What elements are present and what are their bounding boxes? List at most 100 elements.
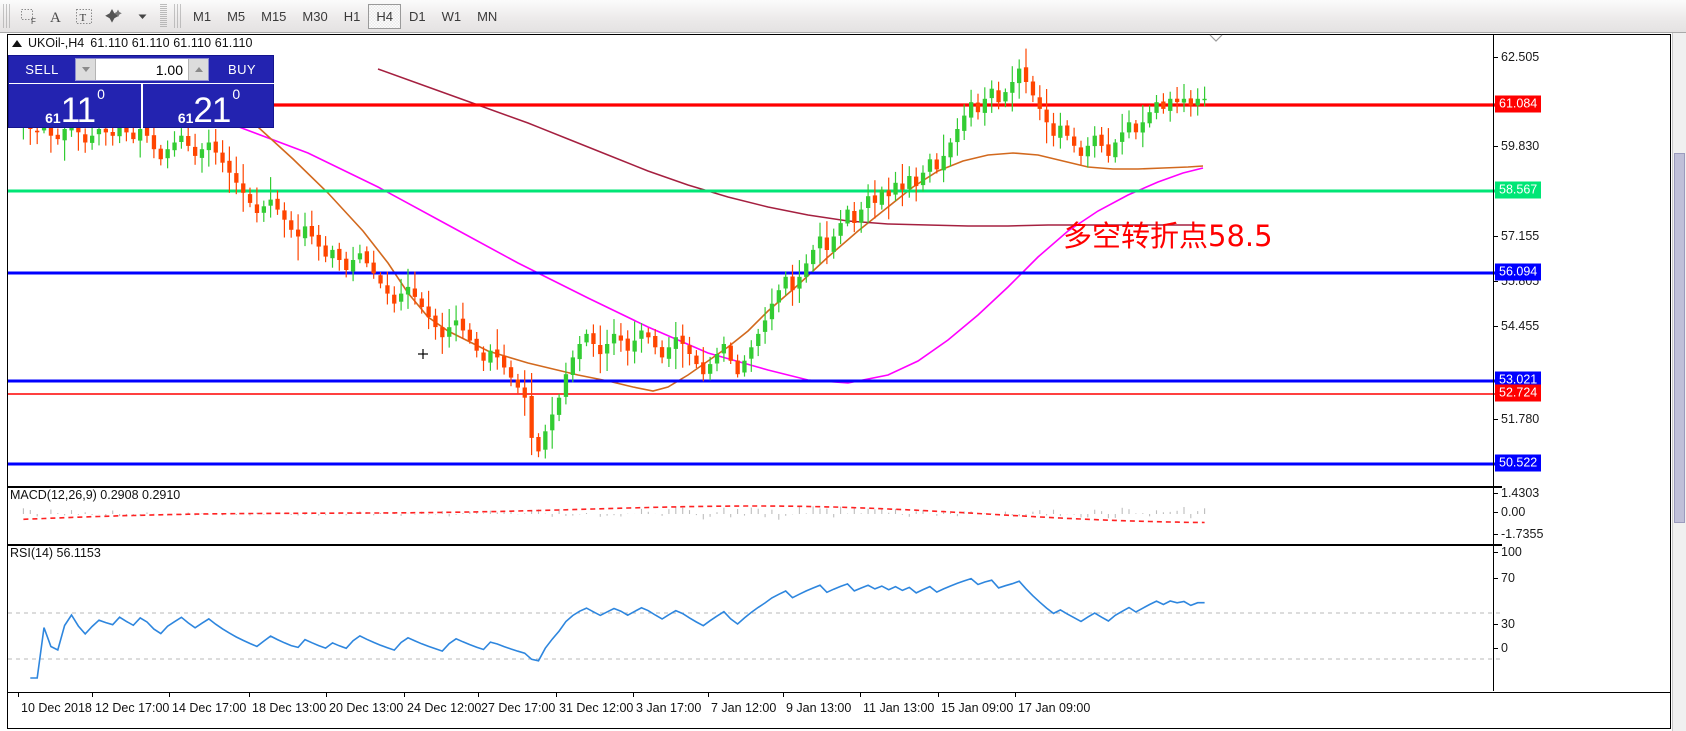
candle-body [151,135,157,150]
chart-toolbar: F A T M1 M5 [0,0,1686,33]
candle-body [302,226,308,239]
chart-ohlc-values: 61.110 61.110 61.110 61.110 [90,36,253,50]
candle-body [62,129,67,141]
candle-body [611,333,617,344]
chart-text-annotation[interactable]: 多空转折点58.5 [1063,219,1273,253]
volume-stepper[interactable]: 1.00 [75,58,209,81]
candle-body [1065,125,1070,136]
candle-body [989,88,994,99]
timeframe-h4[interactable]: H4 [368,3,401,29]
candle-body [543,431,548,450]
price-tick [1493,326,1498,327]
candle-body [440,327,445,338]
candle-body [749,347,754,359]
price-pane [8,48,1501,466]
time-tick [404,693,405,697]
indicator-tick [1493,493,1498,494]
timeframe-m15[interactable]: M15 [261,8,287,24]
candle-body [467,329,472,341]
candle-body [405,286,411,295]
indicators-icon[interactable]: F [14,3,42,29]
price-level-chip-58-567[interactable]: 58.567 [1495,181,1542,199]
candle-body [1017,68,1022,84]
candle-body [1030,81,1036,96]
chart-canvas[interactable] [7,34,1671,729]
volume-increment-button[interactable] [188,59,208,80]
candle-body [1113,142,1118,158]
buy-button[interactable]: BUY [228,62,256,77]
timeframe-m1[interactable]: M1 [193,8,212,24]
timeframe-drag-handle[interactable] [174,4,183,28]
time-tick-label: 9 Jan 13:00 [786,701,852,715]
time-axis[interactable]: 10 Dec 2018 12 Dec 17:00 14 Dec 17:00 18 De… [8,692,1670,730]
price-level-chip-52-724[interactable]: 52.724 [1495,384,1542,402]
sell-button[interactable]: SELL [25,62,59,77]
candle-body [96,129,102,135]
time-tick [478,693,479,697]
candle-body [1120,132,1125,142]
rsi-pane [8,577,1501,679]
candle-body [838,223,843,236]
timeframe-mn[interactable]: MN [477,8,498,24]
price-macd-separator-2 [8,487,1502,488]
toolbar-drag-handle[interactable] [3,4,12,28]
candle-body [886,190,891,197]
text-box-icon[interactable]: T [70,3,99,29]
time-tick-label: 10 Dec 2018 [21,701,92,715]
candle-body [337,248,342,260]
price-tick-label: 51.780 [1501,412,1540,426]
candle-body [206,142,211,151]
price-level-chip-56-094[interactable]: 56.094 [1495,263,1542,281]
scrollbar-thumb[interactable] [1674,153,1685,523]
indicator-tick [1493,624,1498,625]
candle-body [453,320,459,326]
caret-up-icon [194,67,203,72]
candle-body [1099,134,1104,146]
buy-price-quote[interactable]: 61 21 0 [141,83,275,129]
indicator-tick-label: 1.4303 [1501,486,1540,500]
candle-body [254,204,260,213]
candle-body [193,146,198,156]
candle-body [488,350,493,363]
vertical-scrollbar[interactable] [1672,33,1686,731]
candle-body [769,303,775,320]
candle-body [605,344,610,354]
candle-body [1154,102,1159,113]
timeframe-m30[interactable]: M30 [302,8,328,24]
buy-price-fraction: 0 [232,86,241,102]
volume-decrement-button[interactable] [76,59,96,80]
macd-indicator-label: MACD(12,26,9) 0.2908 0.2910 [10,488,181,502]
candle-body [598,345,603,355]
candle-body [920,172,926,186]
candle-body [962,115,967,131]
objects-icon[interactable] [99,3,128,29]
candle-body [934,159,939,170]
timeframe-d1[interactable]: D1 [408,8,426,24]
time-tick [860,693,861,697]
volume-input[interactable]: 1.00 [155,61,183,78]
crosshair-marker [418,349,428,359]
toolbar-separator [160,4,167,28]
indicator-tick [1493,534,1498,535]
price-level-chip-61-084[interactable]: 61.084 [1495,95,1542,113]
timeframe-m5[interactable]: M5 [227,8,246,24]
price-level-chip-53-021[interactable]: 53.021 [1495,371,1542,389]
one-click-trading-panel[interactable]: SELL 1.00 BUY 61 11 0 61 21 0 [8,55,275,129]
sell-price-main: 11 [60,91,96,129]
price-level-chip-50-522[interactable]: 50.522 [1495,454,1542,472]
triangle-up-icon[interactable] [12,39,22,47]
candle-body [110,132,115,136]
candle-body [433,315,438,328]
price-tick [1493,281,1498,282]
objects-dropdown-arrow-icon[interactable] [128,3,156,29]
text-label-icon[interactable]: A [42,3,70,29]
candle-body [914,176,919,187]
candle-body [776,290,781,303]
candle-body [1003,92,1008,102]
timeframe-h1[interactable]: H1 [343,8,361,24]
candle-body [653,336,658,348]
candle-body [859,209,864,223]
sell-price-quote[interactable]: 61 11 0 [9,83,141,129]
timeframe-w1[interactable]: W1 [441,8,462,24]
candle-body [556,397,562,415]
